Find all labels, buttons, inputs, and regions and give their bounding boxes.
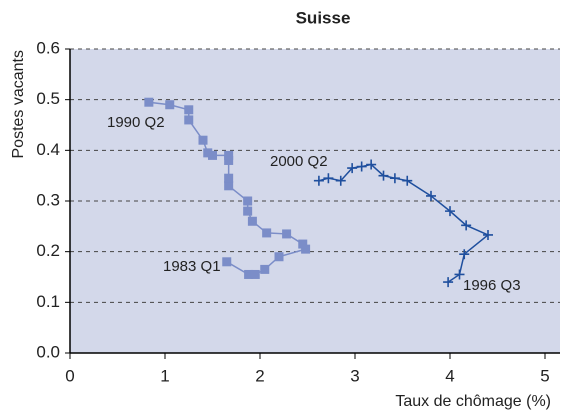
- x-tick-label: 2: [255, 366, 264, 385]
- marker: [262, 228, 272, 238]
- x-tick-label: 5: [540, 366, 549, 385]
- marker: [347, 163, 358, 174]
- series-line: [318, 163, 490, 283]
- marker: [443, 277, 454, 288]
- marker: [243, 196, 253, 206]
- marker: [366, 159, 377, 170]
- annotation: 1996 Q3: [463, 277, 521, 294]
- marker: [323, 173, 334, 184]
- marker: [335, 175, 346, 186]
- marker: [313, 175, 324, 186]
- marker: [184, 105, 194, 115]
- x-axis-label: Taux de chômage (%): [395, 393, 551, 410]
- marker: [483, 229, 493, 240]
- y-tick-label: 0.0: [36, 342, 60, 361]
- y-axis-label: Postes vacants: [10, 50, 27, 159]
- x-tick-label: 3: [350, 366, 359, 385]
- y-tick-label: 0.6: [36, 38, 60, 57]
- marker: [301, 244, 311, 254]
- marker: [389, 173, 400, 184]
- marker: [244, 269, 254, 279]
- marker: [378, 170, 389, 181]
- marker: [445, 206, 455, 217]
- annotation: 2000 Q2: [270, 153, 328, 170]
- marker: [426, 190, 436, 201]
- y-tick-label: 0.1: [36, 292, 60, 311]
- marker: [298, 239, 308, 249]
- marker: [165, 100, 175, 110]
- marker: [274, 252, 284, 262]
- marker: [203, 148, 213, 158]
- annotation: 1990 Q2: [107, 114, 165, 131]
- marker: [184, 115, 194, 125]
- marker: [282, 229, 292, 239]
- y-tick-label: 0.2: [36, 241, 60, 260]
- x-tick-label: 0: [65, 366, 74, 385]
- marker: [461, 220, 472, 231]
- marker: [224, 150, 234, 160]
- y-tick-label: 0.4: [36, 140, 60, 159]
- y-tick-label: 0.3: [36, 190, 60, 209]
- marker: [402, 175, 413, 186]
- marker: [260, 264, 270, 274]
- annotation: 1983 Q1: [163, 258, 221, 275]
- x-tick-label: 4: [445, 366, 454, 385]
- marker: [356, 161, 367, 172]
- x-tick-label: 1: [160, 366, 169, 385]
- marker: [459, 249, 470, 260]
- marker: [454, 269, 465, 280]
- marker: [224, 181, 234, 191]
- marker: [247, 216, 257, 226]
- marker: [224, 155, 234, 165]
- marker: [250, 269, 260, 279]
- marker: [243, 206, 253, 216]
- y-tick-label: 0.5: [36, 89, 60, 108]
- marker: [198, 135, 208, 145]
- marker: [222, 257, 232, 267]
- marker: [224, 173, 234, 183]
- marker: [208, 150, 217, 160]
- marker: [144, 97, 154, 107]
- chart-title: Suisse: [296, 8, 351, 27]
